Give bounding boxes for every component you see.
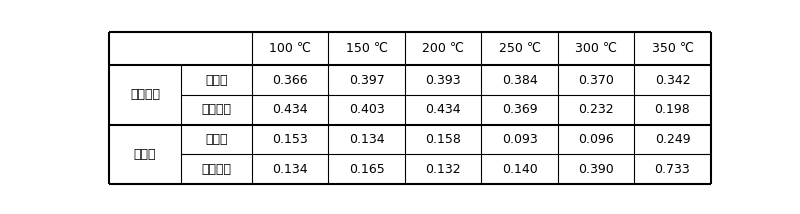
Text: 0.249: 0.249 [654,133,690,146]
Text: 摩擦系数: 摩擦系数 [130,88,160,101]
Text: 新工艺: 新工艺 [205,133,227,146]
Text: 0.384: 0.384 [502,74,538,86]
Text: 0.158: 0.158 [425,133,461,146]
Text: 0.096: 0.096 [578,133,614,146]
Text: 250 ℃: 250 ℃ [498,42,541,55]
Text: 100 ℃: 100 ℃ [269,42,311,55]
Text: 0.198: 0.198 [654,103,690,116]
Text: 0.134: 0.134 [349,133,385,146]
Text: 0.093: 0.093 [502,133,538,146]
Text: 200 ℃: 200 ℃ [422,42,464,55]
Text: 350 ℃: 350 ℃ [651,42,694,55]
Text: 0.140: 0.140 [502,163,538,175]
Text: 0.434: 0.434 [426,103,461,116]
Text: 0.390: 0.390 [578,163,614,175]
Text: 0.165: 0.165 [349,163,385,175]
Text: 0.370: 0.370 [578,74,614,86]
Text: 传统工艺: 传统工艺 [202,163,231,175]
Text: 0.403: 0.403 [349,103,385,116]
Text: 0.342: 0.342 [654,74,690,86]
Text: 磨损率: 磨损率 [134,148,156,161]
Text: 0.393: 0.393 [426,74,461,86]
Text: 0.232: 0.232 [578,103,614,116]
Text: 0.132: 0.132 [426,163,461,175]
Text: 0.733: 0.733 [654,163,690,175]
Text: 0.434: 0.434 [272,103,308,116]
Text: 0.366: 0.366 [272,74,308,86]
Text: 300 ℃: 300 ℃ [575,42,617,55]
Text: 新工艺: 新工艺 [205,74,227,86]
Text: 0.397: 0.397 [349,74,385,86]
Text: 0.134: 0.134 [272,163,308,175]
Text: 传统工艺: 传统工艺 [202,103,231,116]
Text: 0.153: 0.153 [272,133,308,146]
Text: 0.369: 0.369 [502,103,538,116]
Text: 150 ℃: 150 ℃ [346,42,387,55]
